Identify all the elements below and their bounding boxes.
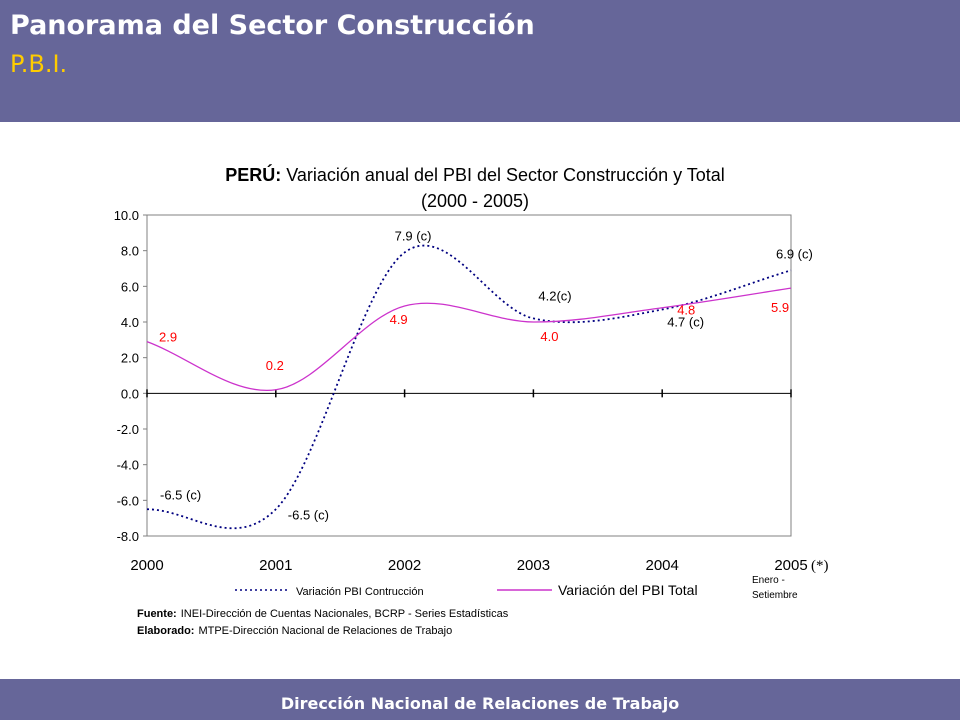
data-label-total: 4.9 bbox=[390, 312, 408, 327]
y-tick-label: -6.0 bbox=[117, 493, 139, 508]
chart-title: PERÚ: Variación anual del PBI del Sector … bbox=[225, 164, 725, 185]
y-tick-label: 4.0 bbox=[121, 315, 139, 330]
series-line-total bbox=[146, 287, 792, 392]
y-tick-label: 10.0 bbox=[114, 208, 139, 223]
y-axis-ticks: 10.0 8.0 6.0 4.0 2.0 0.0 -2.0 -4.0 -6.0 -8.0 bbox=[114, 208, 147, 544]
data-label-construccion: 7.9 (c) bbox=[395, 228, 432, 243]
source-label: Fuente: bbox=[137, 608, 177, 620]
legend-construccion-label: Variación PBI Contrucción bbox=[296, 586, 424, 598]
point-labels: -6.5 (c) -6.5 (c) 7.9 (c) 4.2(c) 4.7 (c) 6.9 … bbox=[159, 228, 813, 522]
data-label-construccion: 4.7 (c) bbox=[667, 315, 704, 330]
data-label-total: 5.9 bbox=[771, 300, 789, 315]
y-tick-label: 8.0 bbox=[121, 244, 139, 259]
data-label-total: 4.0 bbox=[540, 329, 558, 344]
page-subtitle: P.B.I. bbox=[10, 50, 68, 78]
x-tick-label: 2004 bbox=[646, 557, 679, 574]
y-tick-label: 6.0 bbox=[121, 279, 139, 294]
data-label-construccion: 6.9 (c) bbox=[776, 246, 813, 261]
y-tick-label: 0.0 bbox=[121, 386, 139, 401]
legend-total-label: Variación del PBI Total bbox=[558, 582, 698, 598]
note-line-2: Setiembre bbox=[752, 590, 798, 601]
series-group bbox=[146, 244, 792, 530]
source-note: Fuente: INEI-Dirección de Cuentas Naciona… bbox=[137, 608, 509, 620]
series-line-construccion bbox=[146, 244, 792, 530]
chart-subtitle: (2000 - 2005) bbox=[421, 191, 529, 211]
x-tick-label: 2001 bbox=[259, 557, 292, 574]
elaborated-text: MTPE-Dirección Nacional de Relaciones de… bbox=[198, 625, 452, 637]
elaborated-note: Elaborado: MTPE-Dirección Nacional de Rel… bbox=[137, 625, 452, 637]
header-bar bbox=[0, 0, 960, 122]
x-suffix: (*) bbox=[811, 558, 829, 574]
footer-bar bbox=[0, 679, 960, 720]
plot-area bbox=[146, 214, 792, 537]
x-tick-label: 2005 bbox=[774, 557, 807, 574]
data-label-total: 2.9 bbox=[159, 330, 177, 345]
chart-title-text: Variación anual del PBI del Sector Const… bbox=[286, 165, 725, 185]
y-tick-label: -8.0 bbox=[117, 529, 139, 544]
x-tick-label: 2002 bbox=[388, 557, 421, 574]
page-title: Panorama del Sector Construcción bbox=[10, 10, 535, 41]
y-tick-label: 2.0 bbox=[121, 351, 139, 366]
x-axis-ticks: 2000 2001 2002 2003 2004 2005 bbox=[130, 389, 808, 574]
data-label-construccion: -6.5 (c) bbox=[288, 507, 329, 522]
y-tick-label: -2.0 bbox=[117, 422, 139, 437]
x-tick-label: 2003 bbox=[517, 557, 550, 574]
data-label-total: 0.2 bbox=[266, 358, 284, 373]
footer-text: Dirección Nacional de Relaciones de Trab… bbox=[280, 694, 680, 713]
y-tick-label: -4.0 bbox=[117, 458, 139, 473]
elaborated-label: Elaborado: bbox=[137, 625, 194, 637]
x-tick-label: 2000 bbox=[130, 557, 163, 574]
data-label-total: 4.8 bbox=[677, 303, 695, 318]
data-label-construccion: -6.5 (c) bbox=[160, 487, 201, 502]
source-text: INEI-Dirección de Cuentas Nacionales, BC… bbox=[181, 608, 509, 620]
data-label-construccion: 4.2(c) bbox=[538, 288, 571, 303]
note-line-1: Enero - bbox=[752, 575, 785, 586]
chart-title-country: PERÚ: bbox=[225, 164, 281, 185]
